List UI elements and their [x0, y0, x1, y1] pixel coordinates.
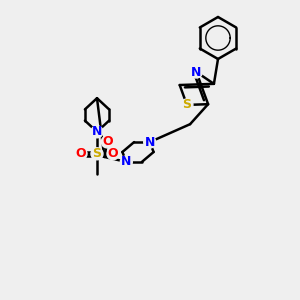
- Text: S: S: [182, 98, 191, 111]
- Text: O: O: [102, 135, 112, 148]
- Circle shape: [101, 136, 113, 148]
- Circle shape: [120, 156, 132, 168]
- Circle shape: [91, 126, 103, 138]
- Text: O: O: [108, 147, 118, 160]
- Text: O: O: [76, 147, 86, 160]
- Text: N: N: [145, 136, 155, 148]
- Circle shape: [91, 148, 103, 160]
- Circle shape: [190, 66, 202, 78]
- Circle shape: [75, 148, 87, 160]
- Circle shape: [107, 148, 119, 160]
- Text: N: N: [191, 65, 202, 79]
- Circle shape: [144, 136, 156, 148]
- Text: N: N: [92, 125, 102, 138]
- Text: N: N: [121, 155, 131, 168]
- Text: S: S: [92, 147, 101, 160]
- Circle shape: [181, 99, 193, 111]
